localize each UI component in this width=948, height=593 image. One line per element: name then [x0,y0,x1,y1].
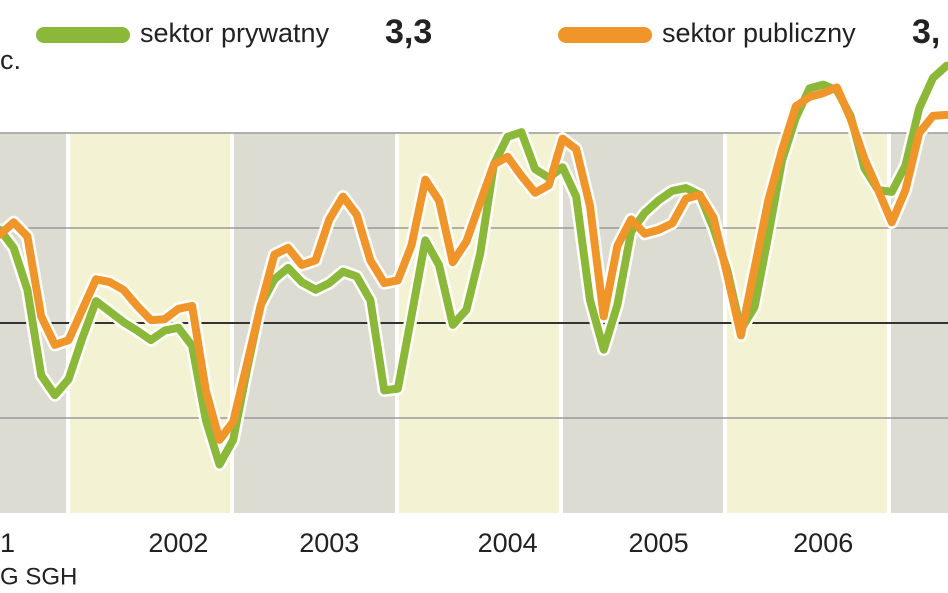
x-tick-label: 2005 [629,528,689,558]
legend-value: 3,3 [385,13,432,51]
x-tick-label: 2004 [478,528,538,558]
x-tick-label: 01 [0,528,15,558]
x-tick-label: 2003 [299,528,359,558]
unit-label: c. [0,45,21,75]
x-tick-label: 2006 [793,528,853,558]
line [0,83,948,444]
legend: sektor prywatny 3,3 sektor publiczny 3, [36,13,940,51]
legend-label: sektor publiczny [662,18,856,48]
x-tick-label: 2002 [148,528,208,558]
x-axis: 01 2002 2003 2004 2005 2006 [0,528,853,558]
source: G SGH [0,563,77,590]
lines [0,59,948,472]
legend-label: sektor prywatny [140,18,330,48]
legend-value: 3, [912,13,940,51]
